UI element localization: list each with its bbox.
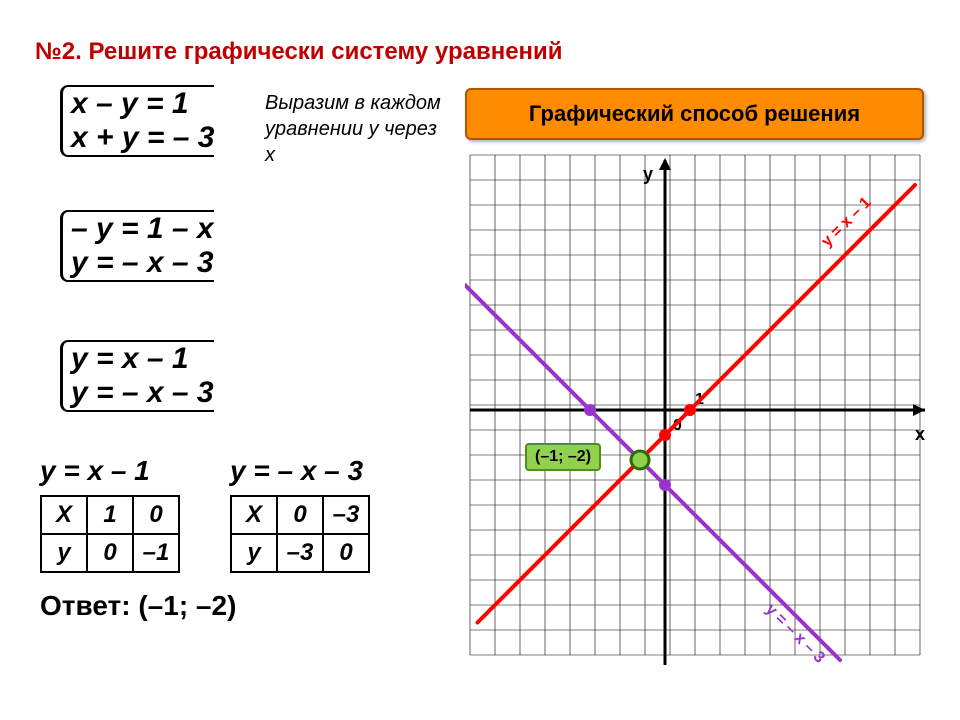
table2-label: y = – x – 3 bbox=[230, 455, 363, 487]
svg-text:y = x – 1: y = x – 1 bbox=[818, 194, 874, 250]
problem-title: №2. Решите графически систему уравнений bbox=[35, 38, 563, 66]
eq1a: x – y = 1 bbox=[71, 87, 214, 121]
hint-text: Выразим в каждом уравнении y через x bbox=[265, 90, 445, 168]
graph-area: 01xyy = x – 1y = – x – 3 (–1; –2) bbox=[465, 150, 930, 670]
answer-text: Ответ: (–1; –2) bbox=[40, 590, 236, 622]
eq2b: y = – x – 3 bbox=[71, 246, 214, 280]
table1-label: y = x – 1 bbox=[40, 455, 150, 487]
eq1b: x + y = – 3 bbox=[71, 121, 214, 155]
eq-system-1: x – y = 1 x + y = – 3 bbox=[60, 85, 214, 157]
eq-system-2: – y = 1 – x y = – x – 3 bbox=[60, 210, 214, 282]
eq3b: y = – x – 3 bbox=[71, 376, 214, 410]
table2: X0–3 y–30 bbox=[230, 495, 370, 573]
svg-text:x: x bbox=[915, 424, 925, 444]
svg-text:y: y bbox=[643, 164, 653, 184]
eq-system-3: y = x – 1 y = – x – 3 bbox=[60, 340, 214, 412]
solution-label: (–1; –2) bbox=[525, 443, 601, 471]
table1: X10 y0–1 bbox=[40, 495, 180, 573]
eq3a: y = x – 1 bbox=[71, 342, 214, 376]
eq2a: – y = 1 – x bbox=[71, 212, 214, 246]
method-header: Графический способ решения bbox=[465, 88, 924, 140]
